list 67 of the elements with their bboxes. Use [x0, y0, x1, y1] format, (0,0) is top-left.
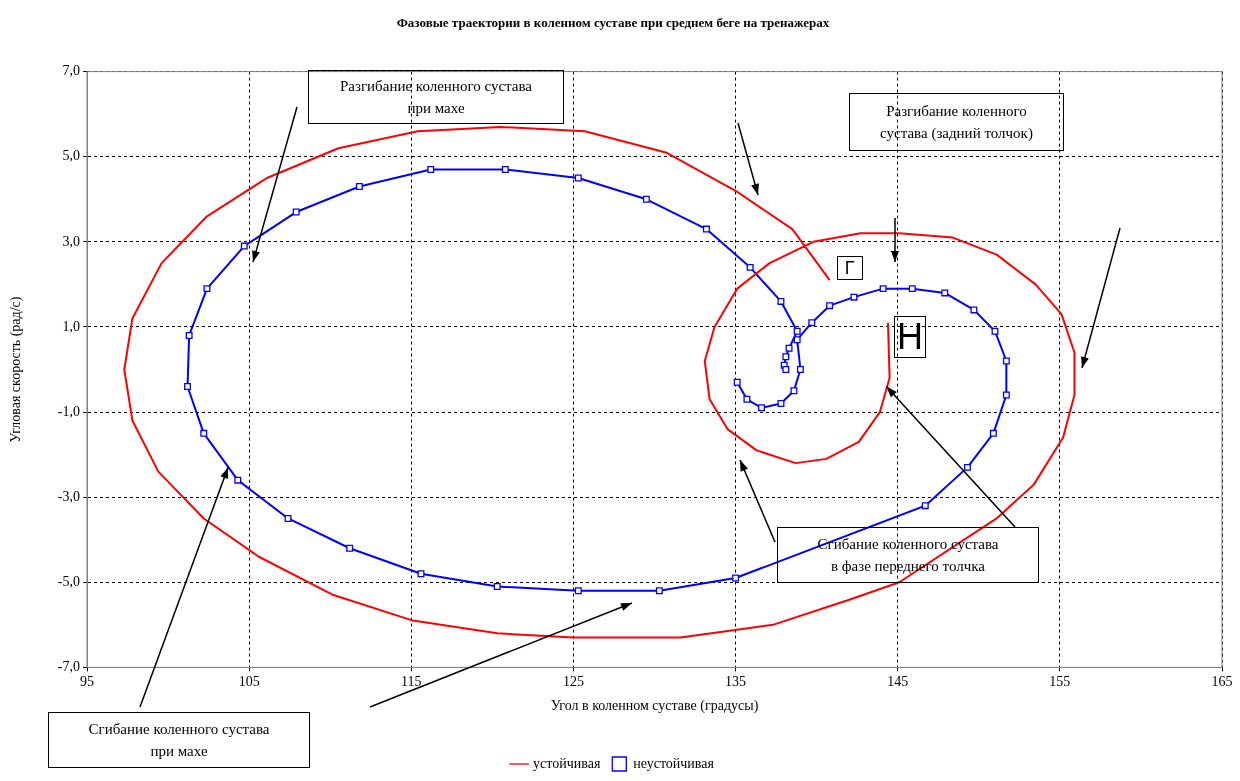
point — [642, 195, 650, 203]
point — [574, 587, 582, 595]
point — [292, 208, 300, 216]
y-tick-label: -5,0 — [57, 573, 80, 589]
x-tick-label: 145 — [887, 674, 909, 690]
y-tick-label: -3,0 — [57, 488, 80, 504]
y-tick-label: 7,0 — [62, 63, 80, 79]
point — [782, 366, 790, 373]
point — [732, 574, 740, 582]
x-axis-title: Угол в коленном суставе (градусы) — [550, 698, 759, 715]
point — [501, 166, 509, 173]
point — [200, 429, 208, 437]
point — [785, 344, 793, 352]
point — [879, 285, 887, 293]
point — [808, 319, 816, 327]
point — [970, 306, 978, 314]
point — [655, 587, 663, 595]
point — [1002, 391, 1010, 399]
x-tick-label: 105 — [238, 674, 260, 690]
point — [184, 383, 192, 390]
point — [743, 395, 751, 403]
point — [796, 366, 804, 373]
point — [989, 429, 997, 437]
point — [284, 514, 292, 522]
point — [234, 476, 242, 484]
point — [777, 400, 785, 408]
point — [777, 297, 785, 305]
point — [240, 242, 248, 250]
point — [746, 263, 754, 271]
point — [793, 336, 801, 344]
point — [493, 583, 501, 591]
legend-label: неустойчивая — [633, 755, 715, 771]
y-tick-label: 5,0 — [62, 148, 80, 164]
y-axis-title: Угловая скорость (рад/с) — [8, 296, 25, 443]
annotation: Н — [893, 315, 926, 358]
point — [941, 289, 949, 297]
point — [782, 353, 790, 361]
x-tick-label: 135 — [725, 674, 747, 690]
annotation: Разгибание коленного сустава (задний толчок) — [849, 93, 1064, 151]
point — [733, 378, 741, 386]
chart-title: Фазовые траектории в коленном суставе при среднем беге на тренажерах — [396, 15, 830, 31]
annotation: Разгибание коленного сустава при махе — [308, 70, 564, 124]
point — [921, 502, 929, 510]
point — [427, 166, 435, 173]
point — [185, 331, 193, 339]
x-tick-label: 155 — [1049, 674, 1071, 690]
legend-label: устойчивая — [533, 755, 601, 771]
point — [346, 544, 354, 552]
point — [826, 302, 834, 310]
y-tick-label: 3,0 — [62, 233, 80, 249]
point — [793, 327, 801, 335]
y-tick-label: -7,0 — [57, 659, 80, 675]
point — [758, 404, 765, 412]
x-tick-label: 165 — [1211, 674, 1233, 690]
point — [908, 285, 916, 293]
point — [963, 463, 971, 471]
point — [790, 387, 798, 395]
annotation: Сгибание коленного сустава при махе — [48, 712, 310, 768]
x-tick-label: 125 — [562, 674, 584, 690]
y-tick-label: 1,0 — [62, 318, 80, 334]
y-tick-label: -1,0 — [57, 403, 80, 419]
x-tick-label: 115 — [401, 674, 422, 690]
point — [702, 225, 710, 233]
point — [850, 293, 858, 301]
annotation: Г — [836, 256, 863, 281]
x-tick-label: 95 — [80, 674, 94, 690]
point — [355, 183, 363, 190]
